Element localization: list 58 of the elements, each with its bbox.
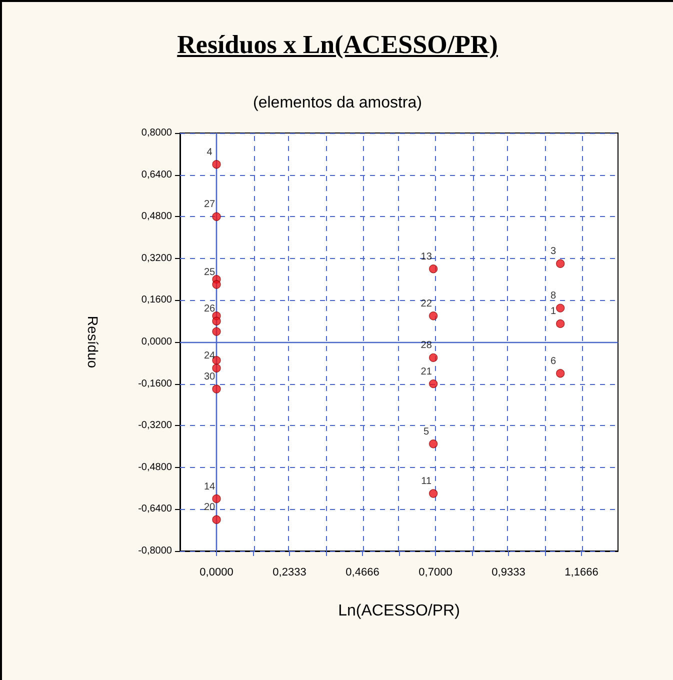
y-axis-title: Resíduo: [85, 316, 101, 368]
chart-title: Resíduos x Ln(ACESSO/PR): [176, 30, 499, 60]
point: [429, 380, 438, 388]
point: [429, 353, 438, 362]
x-tick-label: 0,0000: [200, 566, 234, 578]
point: [429, 440, 438, 448]
annotation: 5: [424, 426, 430, 438]
annotation: 4: [206, 146, 213, 158]
point: [212, 384, 221, 394]
chart-subtitle: (elementos da amostra): [253, 94, 422, 112]
point: [556, 319, 565, 328]
point: [212, 160, 221, 169]
x-tick-label: 0,2333: [272, 566, 306, 578]
annotation: 11: [421, 476, 432, 488]
y-tick-label: 0,6400: [141, 169, 172, 180]
annotation: 27: [204, 199, 216, 210]
annotation: 30: [204, 372, 216, 383]
annotation: 14: [204, 481, 216, 492]
y-tick-label: 0,8000: [141, 128, 172, 138]
point: [212, 280, 221, 289]
y-tick-label: -0,8000: [138, 546, 172, 556]
annotation: 13: [420, 251, 432, 262]
y-tick-label: 0,1600: [141, 294, 172, 306]
point: [429, 312, 438, 320]
point: [212, 515, 221, 524]
annotation: 1: [550, 306, 557, 318]
point: [212, 494, 221, 504]
annotation: 20: [204, 502, 216, 514]
y-tick-label: -0,1600: [138, 378, 172, 390]
annotation: 21: [420, 366, 432, 378]
point: [429, 264, 438, 274]
point: [556, 259, 565, 268]
point: [212, 327, 221, 336]
annotation: 26: [204, 304, 216, 315]
point: [556, 369, 565, 378]
point: [212, 364, 221, 372]
annotation: 6: [550, 356, 557, 367]
point: [212, 212, 221, 221]
annotation: 24: [204, 350, 216, 362]
x-tick-label: 0,4666: [346, 566, 380, 578]
point: [429, 489, 438, 498]
annotation: 25: [204, 267, 216, 278]
y-tick-label: -0,6400: [138, 504, 172, 515]
annotation: 8: [550, 290, 557, 302]
point: [212, 316, 221, 326]
annotation: 28: [420, 340, 432, 352]
x-tick-label: 0,9333: [492, 566, 526, 578]
x-tick-label: 0,7000: [418, 566, 452, 578]
x-tick-label: 1,1666: [564, 566, 598, 578]
y-tick-label: 0,4800: [141, 211, 172, 222]
y-tick-label: 0,3200: [141, 252, 172, 264]
y-tick-label: 0,0000: [141, 336, 172, 348]
x-axis-title: Ln(ACESSO/PR): [338, 602, 460, 620]
y-tick-label: -0,3200: [138, 420, 172, 432]
point: [556, 304, 565, 312]
annotation: 3: [550, 246, 557, 258]
annotation: 22: [420, 298, 432, 310]
y-tick-label: -0,4800: [138, 462, 172, 473]
